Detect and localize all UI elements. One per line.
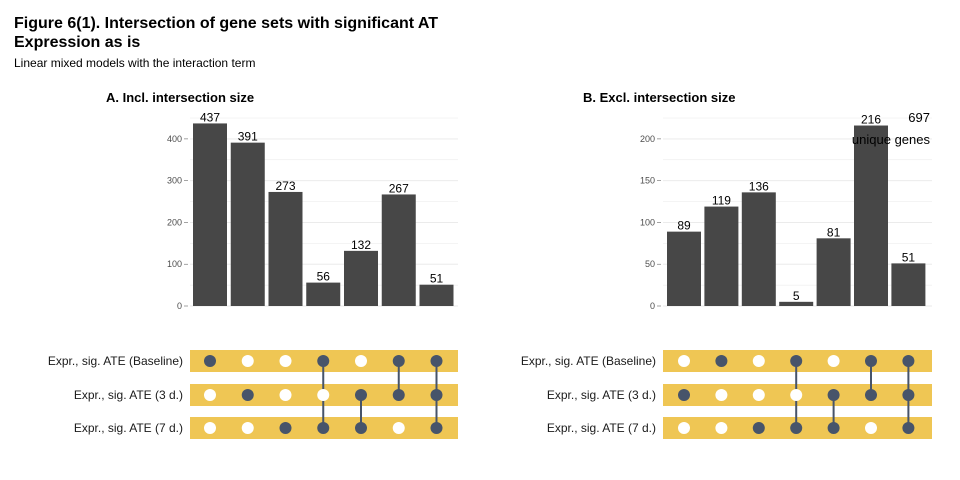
bar [891,263,926,306]
matrix-dot-active [317,355,330,367]
matrix-dot-inactive [279,389,292,401]
y-tick-label: 50 [645,259,655,269]
matrix-dot-active [317,422,330,434]
y-tick-label: 150 [640,176,655,186]
y-tick-label: 300 [167,176,182,186]
bar-value-label: 136 [749,179,769,193]
bar [419,284,454,306]
matrix-dot-active [430,422,443,434]
matrix-dot-inactive [678,355,690,367]
bar [779,301,814,306]
matrix-dot-active [715,355,728,367]
bar-value-label: 437 [200,110,220,124]
figure-subtitle: Linear mixed models with the interaction… [14,56,255,70]
bar-value-label: 132 [351,238,371,252]
bar-value-label: 51 [430,272,444,286]
bar-value-label: 119 [712,194,731,208]
matrix-dot-active [355,422,367,434]
panel-b: 0 50 100 150 200 89 119 136 5 81 216 51 Expr., sig. … [521,113,932,439]
bar [230,142,265,306]
matrix-dot-active [790,355,803,367]
matrix-dot-inactive [355,355,367,367]
matrix-dot-active [204,355,216,367]
matrix-dot-active [241,389,254,401]
figure-title-line2: Expression as is [14,34,140,51]
bar-value-label: 51 [902,250,916,264]
panel-a-title: A. Incl. intersection size [106,90,254,105]
matrix-dot-inactive [241,355,254,367]
matrix-dot-inactive [827,355,840,367]
bar [268,191,303,306]
panel-b-title: B. Excl. intersection size [583,90,735,105]
set-label: Expr., sig. ATE (7 d.) [547,421,656,435]
matrix-dot-inactive [392,422,405,434]
matrix-dot-active [790,422,803,434]
matrix-dot-inactive [790,389,803,401]
panel-a: 0 100 200 300 400 437 391 273 56 132 267 51 Expr., s… [48,110,458,439]
matrix-dot-active [865,355,877,367]
matrix-dot-active [355,389,367,401]
matrix-dot-active [827,389,840,401]
bar [306,282,341,306]
matrix-dot-active [279,422,292,434]
matrix-dot-inactive [752,389,765,401]
set-label: Expr., sig. ATE (Baseline) [521,354,656,368]
matrix-dot-active [392,355,405,367]
matrix-dot-inactive [279,355,292,367]
matrix-dot-active [392,389,405,401]
matrix-dot-active [430,355,443,367]
matrix-dot-inactive [317,389,330,401]
matrix-dot-active [902,422,915,434]
y-tick-label: 100 [640,217,655,227]
matrix-dot-inactive [241,422,254,434]
set-label: Expr., sig. ATE (Baseline) [48,354,183,368]
bar-value-label: 391 [238,130,258,144]
y-tick-label: 0 [650,301,655,311]
figure-title-line1: Figure 6(1). Intersection of gene sets w… [14,15,438,32]
matrix-dot-inactive [752,355,765,367]
bar [854,125,888,307]
bar-value-label: 273 [275,179,295,193]
matrix-dot-inactive [865,422,877,434]
bar [344,250,378,306]
bar-value-label: 89 [677,219,691,233]
bar [193,123,227,306]
bar-value-label: 267 [389,181,409,195]
matrix-dot-active [865,389,877,401]
bar [741,192,776,306]
matrix-dot-inactive [715,422,728,434]
matrix-dot-active [430,389,443,401]
y-tick-label: 0 [177,301,182,311]
matrix-dot-active [902,355,915,367]
y-tick-label: 200 [167,217,182,227]
bar-value-label: 5 [793,289,800,303]
bar-value-label: 216 [861,113,881,127]
bar-value-label: 81 [827,225,841,239]
set-label: Expr., sig. ATE (3 d.) [74,388,183,402]
unique-genes-label: unique genes [852,132,931,147]
matrix-dot-active [678,389,690,401]
matrix-dot-active [902,389,915,401]
set-label: Expr., sig. ATE (3 d.) [547,388,656,402]
matrix-dot-inactive [204,389,216,401]
matrix-dot-inactive [678,422,690,434]
set-label: Expr., sig. ATE (7 d.) [74,421,183,435]
y-tick-label: 400 [167,134,182,144]
bar [704,206,739,306]
y-tick-label: 100 [167,259,182,269]
bar [816,238,851,306]
matrix-dot-active [827,422,840,434]
matrix-dot-inactive [204,422,216,434]
bar [667,231,701,306]
matrix-dot-active [752,422,765,434]
bar-value-label: 56 [317,270,331,284]
matrix-dot-inactive [715,389,728,401]
unique-genes-count: 697 [908,110,930,125]
y-tick-label: 200 [640,134,655,144]
bar [381,194,416,306]
